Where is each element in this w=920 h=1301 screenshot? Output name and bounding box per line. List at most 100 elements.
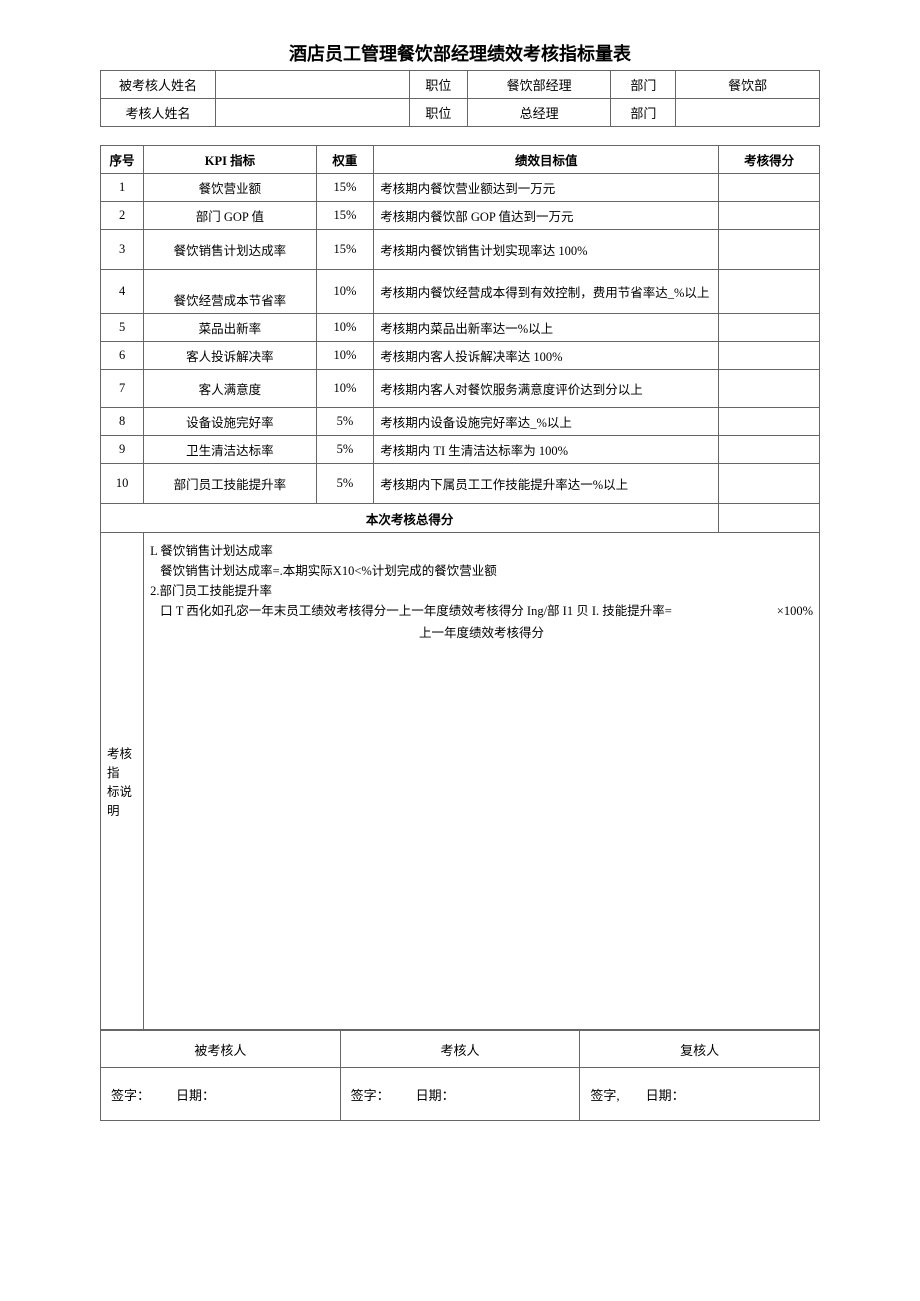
sig-reviewer-cell: 签字, 日期： [580, 1068, 820, 1121]
label-position-1: 职位 [410, 71, 468, 99]
col-kpi: KPI 指标 [144, 146, 317, 174]
notes-line1: L 餐饮销售计划达成率 [150, 541, 813, 561]
value-assessor-position: 总经理 [467, 99, 611, 127]
sig-header-row: 被考核人 考核人 复核人 [101, 1031, 820, 1068]
cell-score [719, 408, 820, 436]
sig-assessee-label: 被考核人 [101, 1031, 341, 1068]
cell-target: 考核期内餐饮销售计划实现率达 100% [374, 230, 719, 270]
notes-row: 考核指 标说明 L 餐饮销售计划达成率 餐饮销售计划达成率=.本期实际X10<%… [101, 533, 820, 1030]
notes-line4a: 口 T 西化如孔宓一年末员工绩效考核得分一上一年度绩效考核得分 Ing/部 I1… [160, 604, 672, 618]
cell-weight: 10% [316, 314, 374, 342]
cell-kpi: 部门员工技能提升率 [144, 464, 317, 504]
label-position-2: 职位 [410, 99, 468, 127]
date-label: 日期： [416, 1088, 455, 1103]
col-seq: 序号 [101, 146, 144, 174]
cell-weight: 15% [316, 230, 374, 270]
cell-target: 考核期内设备设施完好率达_%以上 [374, 408, 719, 436]
cell-seq: 4 [101, 270, 144, 314]
label-assessee-name: 被考核人姓名 [101, 71, 216, 99]
date-label: 日期： [176, 1088, 215, 1103]
value-assessee-position: 餐饮部经理 [467, 71, 611, 99]
notes-label-l2: 标说明 [107, 785, 132, 818]
kpi-row: 10 部门员工技能提升率 5% 考核期内下属员工工作技能提升率达一%以上 [101, 464, 820, 504]
notes-content-cell: L 餐饮销售计划达成率 餐饮销售计划达成率=.本期实际X10<%计划完成的餐饮营… [144, 533, 820, 1030]
cell-seq: 8 [101, 408, 144, 436]
cell-seq: 3 [101, 230, 144, 270]
cell-target: 考核期内下属员工工作技能提升率达一%以上 [374, 464, 719, 504]
col-target: 绩效目标值 [374, 146, 719, 174]
cell-score [719, 174, 820, 202]
notes-line4: 口 T 西化如孔宓一年末员工绩效考核得分一上一年度绩效考核得分 Ing/部 I1… [160, 601, 813, 621]
sig-label: 签字： [351, 1088, 390, 1103]
notes-label-l1: 考核指 [107, 747, 132, 780]
cell-seq: 10 [101, 464, 144, 504]
cell-score [719, 230, 820, 270]
cell-target: 考核期内菜品出新率达一%以上 [374, 314, 719, 342]
cell-seq: 6 [101, 342, 144, 370]
col-score: 考核得分 [719, 146, 820, 174]
kpi-row: 7 客人满意度 10% 考核期内客人对餐饮服务满意度评价达到分以上 [101, 370, 820, 408]
col-weight: 权重 [316, 146, 374, 174]
label-assessor-name: 考核人姓名 [101, 99, 216, 127]
cell-kpi: 餐饮销售计划达成率 [144, 230, 317, 270]
kpi-row: 6 客人投诉解决率 10% 考核期内客人投诉解决率达 100% [101, 342, 820, 370]
cell-score [719, 270, 820, 314]
cell-seq: 2 [101, 202, 144, 230]
cell-weight: 5% [316, 464, 374, 504]
cell-weight: 15% [316, 174, 374, 202]
cell-kpi: 客人投诉解决率 [144, 342, 317, 370]
header-table: 被考核人姓名 职位 餐饮部经理 部门 餐饮部 考核人姓名 职位 总经理 部门 [100, 70, 820, 127]
sig-assessor-cell: 签字： 日期： [340, 1068, 580, 1121]
cell-kpi: 菜品出新率 [144, 314, 317, 342]
sig-assessor-label: 考核人 [340, 1031, 580, 1068]
cell-score [719, 342, 820, 370]
cell-kpi: 部门 GOP 值 [144, 202, 317, 230]
cell-score [719, 370, 820, 408]
cell-kpi: 设备设施完好率 [144, 408, 317, 436]
notes-line3: 2.部门员工技能提升率 [150, 581, 813, 601]
cell-target: 考核期内客人投诉解决率达 100% [374, 342, 719, 370]
date-label: 日期： [646, 1088, 685, 1103]
cell-target: 考核期内 TI 生清洁达标率为 100% [374, 436, 719, 464]
notes-label: 考核指 标说明 [101, 533, 144, 1030]
total-label: 本次考核总得分 [101, 504, 719, 533]
kpi-row: 8 设备设施完好率 5% 考核期内设备设施完好率达_%以上 [101, 408, 820, 436]
signature-table: 被考核人 考核人 复核人 签字： 日期： 签字： 日期： 签字, 日期： [100, 1030, 820, 1121]
kpi-row: 5 菜品出新率 10% 考核期内菜品出新率达一%以上 [101, 314, 820, 342]
cell-score [719, 464, 820, 504]
kpi-row: 1 餐饮营业额 15% 考核期内餐饮营业额达到一万元 [101, 174, 820, 202]
kpi-row: 2 部门 GOP 值 15% 考核期内餐饮部 GOP 值达到一万元 [101, 202, 820, 230]
cell-weight: 5% [316, 408, 374, 436]
sig-input-row: 签字： 日期： 签字： 日期： 签字, 日期： [101, 1068, 820, 1121]
notes-line5: 上一年度绩效考核得分 [150, 623, 813, 643]
page-title: 酒店员工管理餐饮部经理绩效考核指标量表 [100, 40, 820, 66]
total-row: 本次考核总得分 [101, 504, 820, 533]
notes-line4b: ×100% [777, 601, 813, 621]
label-department-2: 部门 [611, 99, 676, 127]
kpi-table: 序号 KPI 指标 权重 绩效目标值 考核得分 1 餐饮营业额 15% 考核期内… [100, 145, 820, 1030]
cell-weight: 15% [316, 202, 374, 230]
value-assessor-department [676, 99, 820, 127]
total-score [719, 504, 820, 533]
cell-seq: 1 [101, 174, 144, 202]
cell-weight: 10% [316, 370, 374, 408]
cell-score [719, 436, 820, 464]
cell-target: 考核期内餐饮经营成本得到有效控制，费用节省率达_%以上 [374, 270, 719, 314]
cell-target: 考核期内餐饮营业额达到一万元 [374, 174, 719, 202]
cell-seq: 7 [101, 370, 144, 408]
kpi-row: 9 卫生清洁达标率 5% 考核期内 TI 生清洁达标率为 100% [101, 436, 820, 464]
notes-line2: 餐饮销售计划达成率=.本期实际X10<%计划完成的餐饮营业额 [160, 561, 813, 581]
cell-kpi: 餐饮营业额 [144, 174, 317, 202]
label-department-1: 部门 [611, 71, 676, 99]
cell-score [719, 314, 820, 342]
sig-label-comma: 签字, [590, 1088, 619, 1103]
value-assessor-name [216, 99, 410, 127]
kpi-row: 4 餐饮经营成本节省率 10% 考核期内餐饮经营成本得到有效控制，费用节省率达_… [101, 270, 820, 314]
kpi-row: 3 餐饮销售计划达成率 15% 考核期内餐饮销售计划实现率达 100% [101, 230, 820, 270]
cell-seq: 5 [101, 314, 144, 342]
cell-weight: 10% [316, 342, 374, 370]
sig-reviewer-label: 复核人 [580, 1031, 820, 1068]
value-assessee-department: 餐饮部 [676, 71, 820, 99]
cell-score [719, 202, 820, 230]
cell-weight: 10% [316, 270, 374, 314]
